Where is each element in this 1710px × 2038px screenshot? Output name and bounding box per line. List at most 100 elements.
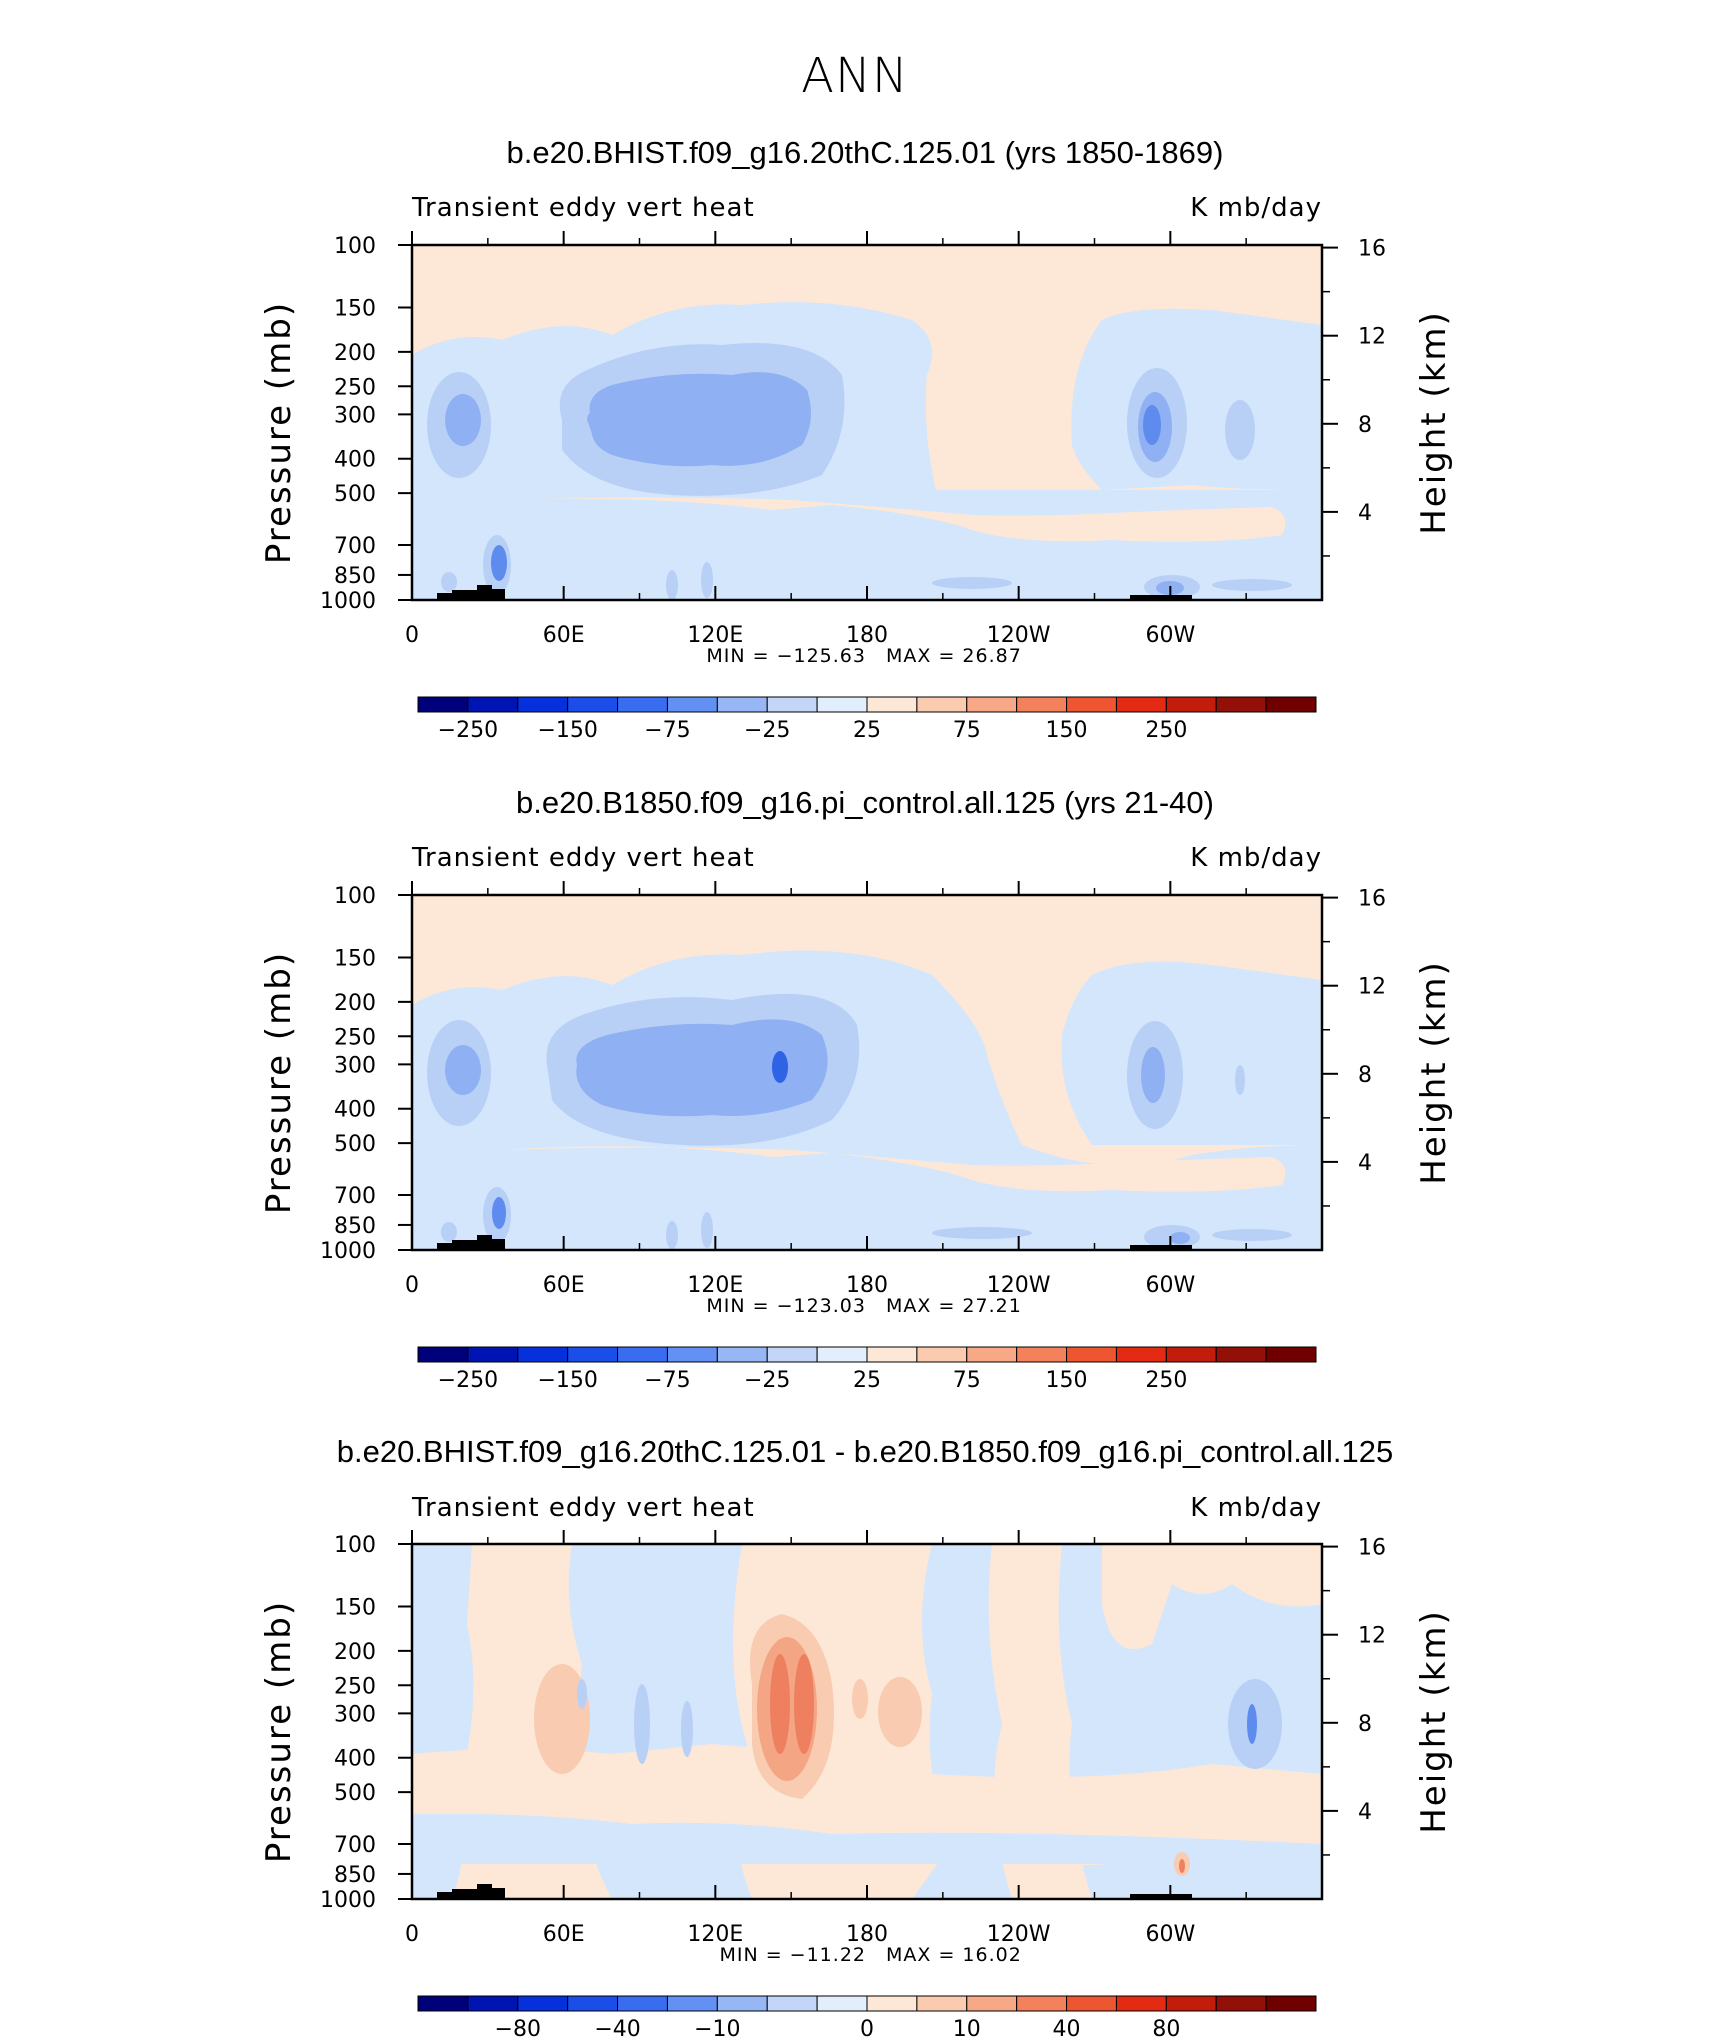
x-tick-label: 120W [987, 1922, 1051, 1947]
variable-label: Transient eddy vert heat [411, 193, 755, 223]
colorbar-swatch [467, 696, 519, 713]
colorbar-swatch [567, 1995, 619, 2012]
y-tick-label: 250 [334, 375, 376, 400]
colorbar-swatch [816, 1995, 868, 2012]
y-axis-title: Pressure (mb) [259, 301, 299, 564]
colorbar: −80 −40 −10 0 10 40 80 [417, 1995, 1317, 2038]
colorbar-swatch [866, 1995, 918, 2012]
y-tick-label: 400 [334, 1747, 376, 1772]
colorbar-swatch [716, 1995, 768, 2012]
x-tick-label: 60W [1145, 623, 1195, 648]
colorbar-swatch [1215, 1995, 1267, 2012]
colorbar-swatch [567, 1346, 619, 1363]
colorbar-swatch [517, 1346, 569, 1363]
colorbar-swatch [467, 1995, 519, 2012]
colorbar-swatch [1215, 1346, 1267, 1363]
colorbar-swatch [517, 1995, 569, 2012]
y-right-tick-label: 4 [1358, 1151, 1372, 1176]
y-tick-label: 150 [334, 1596, 376, 1621]
colorbar-swatch [1165, 1346, 1217, 1363]
y-right-tick-label: 8 [1358, 1063, 1372, 1088]
y-tick-label: 700 [334, 1184, 376, 1209]
min-value: MIN = −123.03 [706, 1295, 866, 1317]
y-tick-label: 300 [334, 1053, 376, 1078]
y-tick-label: 1000 [320, 589, 376, 614]
y-right-tick-label: 4 [1358, 501, 1372, 526]
colorbar-swatch [1016, 1995, 1068, 2012]
colorbar-label: −250 [438, 1368, 498, 1393]
x-tick-label: 120E [687, 623, 743, 648]
y-axis-title: Pressure (mb) [259, 951, 299, 1214]
x-tick-label: 120W [987, 623, 1051, 648]
colorbar-label: −75 [644, 718, 690, 743]
y-right-tick-label: 16 [1358, 237, 1386, 262]
y-tick-label: 850 [334, 564, 376, 589]
max-value: MAX = 26.87 [886, 645, 1022, 667]
colorbar-label: −150 [537, 1368, 597, 1393]
colorbar-label: −250 [438, 718, 498, 743]
y-axis-right-title: Height (km) [1414, 310, 1454, 535]
y-tick-label: 300 [334, 1702, 376, 1727]
x-tick-label: 60E [543, 1922, 585, 1947]
panel-1: b.e20.BHIST.f09_g16.20thC.125.01 (yrs 18… [411, 135, 1322, 600]
y-tick-label: 150 [334, 947, 376, 972]
colorbar-swatch [866, 696, 918, 713]
y-right-tick-label: 16 [1358, 887, 1386, 912]
colorbar-label: −25 [744, 1368, 790, 1393]
colorbar-label: −40 [594, 2017, 640, 2038]
colorbar-swatch [1215, 696, 1267, 713]
colorbar-swatch [966, 1346, 1018, 1363]
panel-title: b.e20.BHIST.f09_g16.20thC.125.01 (yrs 18… [507, 135, 1224, 170]
colorbar-label: −75 [644, 1368, 690, 1393]
axes-layer: 0 60E 120E 180 120W 60W1001502002503004005007… [259, 231, 1454, 2038]
colorbar-swatch [716, 1346, 768, 1363]
colorbar-swatch [467, 1346, 519, 1363]
units-label: K mb/day [1190, 843, 1322, 873]
y-tick-label: 700 [334, 534, 376, 559]
colorbar-label: −10 [694, 2017, 740, 2038]
y-tick-label: 100 [334, 1533, 376, 1558]
colorbar-swatch [766, 696, 818, 713]
panel-axes-3: 0 60E 120E 180 120W 60W1001502002503004005007… [259, 1530, 1454, 2038]
colorbar-label: 150 [1046, 1368, 1088, 1393]
figure-title: ANN [801, 48, 909, 104]
colorbar-swatch [666, 1995, 718, 2012]
y-tick-label: 850 [334, 1214, 376, 1239]
colorbar-swatch [1115, 1995, 1167, 2012]
colorbar-swatch [1265, 1346, 1317, 1363]
x-tick-label: 180 [846, 1273, 888, 1298]
y-tick-label: 850 [334, 1863, 376, 1888]
colorbar-swatch [617, 1995, 668, 2012]
colorbar-swatch [1265, 696, 1317, 713]
colorbar-swatch [417, 696, 469, 713]
units-label: K mb/day [1190, 1493, 1322, 1523]
x-tick-label: 120W [987, 1273, 1051, 1298]
colorbar-swatch [916, 696, 968, 713]
colorbar-swatch [617, 696, 668, 713]
y-tick-label: 1000 [320, 1888, 376, 1913]
colorbar-label: −80 [495, 2017, 541, 2038]
colorbar-label: 80 [1152, 2017, 1180, 2038]
panel-axes-2: 0 60E 120E 180 120W 60W 100 150 200 250 300 400 500 7… [259, 881, 1454, 1393]
x-tick-label: 120E [687, 1273, 743, 1298]
colorbar-swatch [1016, 696, 1068, 713]
colorbar-swatch [1115, 1346, 1167, 1363]
y-tick-label: 500 [334, 482, 376, 507]
colorbar-swatch [617, 1346, 668, 1363]
panel-title: b.e20.B1850.f09_g16.pi_control.all.125 (… [516, 785, 1214, 820]
colorbar-label: 250 [1145, 1368, 1187, 1393]
min-value: MIN = −125.63 [706, 645, 866, 667]
y-axis-title: Pressure (mb) [259, 1600, 299, 1863]
colorbar-swatch [916, 1346, 968, 1363]
y-right-tick-label: 12 [1358, 1624, 1386, 1649]
y-tick-label: 150 [334, 297, 376, 322]
variable-label: Transient eddy vert heat [411, 1493, 755, 1523]
y-tick-label: 700 [334, 1833, 376, 1858]
x-tick-label: 60E [543, 623, 585, 648]
y-right-tick-label: 12 [1358, 325, 1386, 350]
colorbar: −250 −150 −75 −25 25 75 150 250 [417, 1346, 1317, 1393]
colorbar-label: 25 [853, 1368, 881, 1393]
y-tick-label: 200 [334, 991, 376, 1016]
colorbar-swatch [766, 1346, 818, 1363]
colorbar-swatch [1066, 696, 1117, 713]
